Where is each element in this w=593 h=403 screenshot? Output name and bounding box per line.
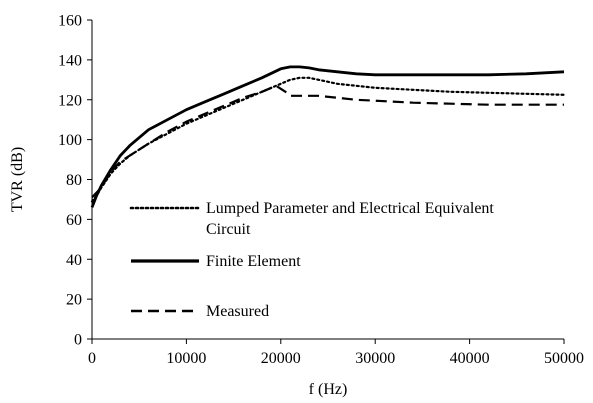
x-tick-label: 10000	[166, 350, 206, 367]
legend-label: Circuit	[206, 221, 251, 238]
x-tick-label: 40000	[450, 350, 490, 367]
y-tick-label: 140	[58, 52, 82, 69]
legend-label: Finite Element	[206, 253, 301, 270]
y-tick-label: 160	[58, 13, 82, 30]
y-tick-label: 100	[58, 132, 82, 149]
legend-label: Measured	[206, 303, 269, 320]
series-layer	[90, 65, 566, 208]
legend-label: Lumped Parameter and Electrical Equivale…	[206, 200, 494, 217]
y-tick-label: 0	[74, 332, 82, 349]
y-tick-label: 40	[66, 252, 82, 269]
y-axis-title: TVR (dB)	[9, 147, 26, 212]
x-tick-label: 50000	[544, 350, 584, 367]
x-tick-label: 20000	[261, 350, 301, 367]
series-line-solid	[90, 65, 565, 208]
y-tick-label: 60	[66, 212, 82, 229]
x-tick-label: 0	[88, 350, 96, 367]
y-tick-label: 80	[66, 172, 82, 189]
y-axis-ticks: 0 20 40 60 80 100 120 140 160	[58, 13, 92, 349]
series-line-dashed	[91, 84, 564, 199]
y-tick-label: 20	[66, 292, 82, 309]
legend: Lumped Parameter and Electrical Equivale…	[129, 200, 494, 320]
y-tick-label: 120	[58, 92, 82, 109]
x-tick-label: 30000	[355, 350, 395, 367]
axes-layer	[91, 20, 564, 340]
x-axis-ticks: 0 10000 20000 30000 40000 50000	[88, 339, 584, 367]
x-axis-title: f (Hz)	[309, 381, 348, 398]
